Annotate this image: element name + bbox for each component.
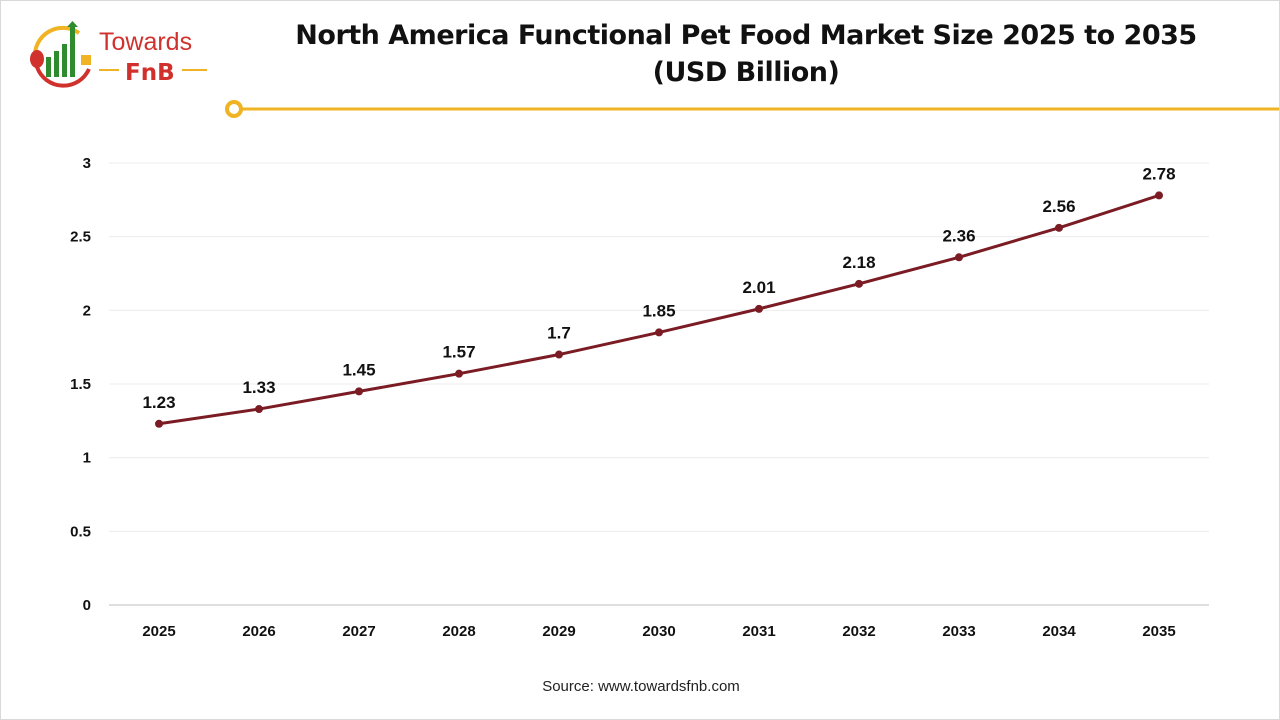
x-tick-label: 2033 bbox=[942, 623, 975, 640]
x-tick-label: 2035 bbox=[1142, 623, 1175, 640]
data-label: 1.7 bbox=[547, 324, 571, 343]
data-point bbox=[355, 387, 363, 396]
data-point bbox=[455, 369, 463, 378]
data-point bbox=[855, 279, 863, 288]
data-point bbox=[1155, 191, 1163, 200]
svg-text:Towards: Towards bbox=[99, 28, 192, 56]
chart-title: North America Functional Pet Food Market… bbox=[241, 17, 1251, 91]
y-tick-label: 0.5 bbox=[70, 523, 91, 540]
data-point bbox=[555, 350, 563, 359]
data-label: 2.18 bbox=[842, 253, 875, 272]
data-label: 2.78 bbox=[1142, 164, 1175, 183]
data-label: 1.45 bbox=[342, 360, 375, 379]
x-tick-label: 2026 bbox=[242, 623, 275, 640]
data-label: 2.56 bbox=[1042, 197, 1075, 216]
data-label: 1.85 bbox=[642, 301, 675, 320]
y-tick-label: 3 bbox=[83, 155, 91, 172]
x-tick-label: 2034 bbox=[1042, 623, 1076, 640]
data-label: 1.57 bbox=[442, 343, 475, 362]
data-point bbox=[155, 419, 163, 428]
data-point bbox=[1055, 223, 1063, 232]
data-label: 1.33 bbox=[242, 378, 275, 397]
x-tick-label: 2027 bbox=[342, 623, 375, 640]
data-label: 2.36 bbox=[942, 226, 975, 245]
data-point bbox=[255, 405, 263, 414]
data-label: 1.23 bbox=[142, 393, 175, 412]
source-note: Source: www.towardsfnb.com bbox=[542, 678, 740, 695]
x-tick-label: 2028 bbox=[442, 623, 475, 640]
decorative-rule bbox=[225, 100, 1279, 118]
x-tick-label: 2032 bbox=[842, 623, 875, 640]
data-label: 2.01 bbox=[742, 278, 775, 297]
y-tick-label: 0 bbox=[83, 597, 91, 614]
title-line-1: North America Functional Pet Food Market… bbox=[295, 20, 1197, 51]
y-tick-label: 1.5 bbox=[70, 376, 91, 393]
data-point bbox=[655, 328, 663, 337]
svg-text:FnB: FnB bbox=[125, 60, 175, 86]
x-tick-label: 2029 bbox=[542, 623, 575, 640]
y-tick-label: 2.5 bbox=[70, 229, 91, 246]
title-line-2: (USD Billion) bbox=[652, 57, 840, 88]
data-point bbox=[755, 304, 763, 313]
data-point bbox=[955, 253, 963, 262]
x-tick-label: 2025 bbox=[142, 623, 175, 640]
y-tick-label: 2 bbox=[83, 302, 91, 319]
x-tick-label: 2031 bbox=[742, 623, 775, 640]
x-tick-label: 2030 bbox=[642, 623, 675, 640]
towards-fnb-logo: Towards FnB bbox=[30, 21, 207, 88]
y-tick-label: 1 bbox=[83, 450, 91, 467]
